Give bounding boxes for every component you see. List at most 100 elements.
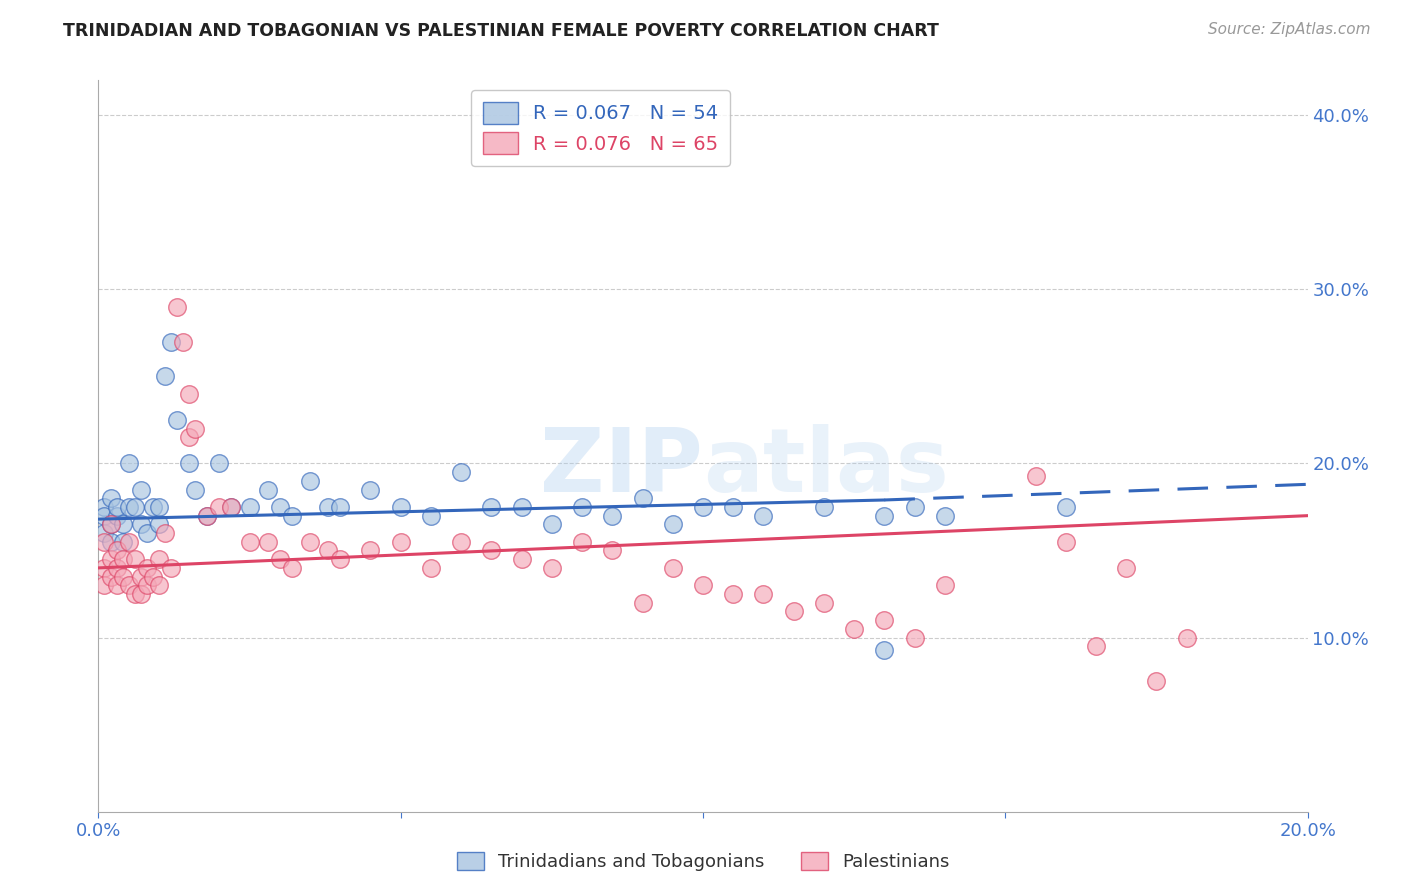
Point (118, 500, 141, 514)
Point (105, 578, 128, 592)
Point (135, 526, 157, 541)
Point (571, 534, 593, 549)
Point (281, 561, 304, 575)
Point (118, 457, 141, 471)
Point (813, 500, 835, 514)
Point (100, 517, 122, 532)
Point (100, 569, 122, 583)
Point (723, 500, 745, 514)
Point (142, 500, 165, 514)
Point (148, 552, 170, 566)
Point (105, 543, 128, 558)
Point (111, 517, 134, 532)
Point (299, 474, 322, 488)
Point (904, 500, 927, 514)
Point (93, 508, 115, 523)
Point (129, 569, 152, 583)
Point (510, 500, 533, 514)
Point (118, 534, 141, 549)
Text: TRINIDADIAN AND TOBAGONIAN VS PALESTINIAN FEMALE POVERTY CORRELATION CHART: TRINIDADIAN AND TOBAGONIAN VS PALESTINIA… (63, 22, 939, 40)
Point (934, 508, 956, 523)
Point (1085, 640, 1108, 654)
Point (160, 561, 183, 575)
Point (239, 500, 262, 514)
Point (420, 508, 443, 523)
Point (752, 508, 775, 523)
Point (316, 543, 339, 558)
Point (481, 543, 503, 558)
Point (299, 534, 322, 549)
Point (179, 457, 201, 471)
Point (360, 543, 382, 558)
Point (873, 642, 896, 657)
Point (166, 300, 188, 314)
Point (269, 552, 291, 566)
Point (631, 491, 654, 506)
Point (844, 622, 866, 636)
Point (389, 534, 412, 549)
Point (752, 587, 775, 601)
Point (316, 500, 339, 514)
Text: Source: ZipAtlas.com: Source: ZipAtlas.com (1208, 22, 1371, 37)
Point (389, 500, 412, 514)
Text: ZIP: ZIP (540, 425, 703, 511)
Legend: R = 0.067   N = 54, R = 0.076   N = 65: R = 0.067 N = 54, R = 0.076 N = 65 (471, 90, 730, 166)
Point (124, 500, 146, 514)
Point (129, 483, 152, 497)
Point (179, 430, 201, 444)
Point (510, 552, 533, 566)
Point (153, 369, 176, 384)
Point (93, 561, 115, 575)
Point (813, 596, 835, 610)
Point (100, 552, 122, 566)
Point (631, 596, 654, 610)
Point (329, 500, 352, 514)
Point (93, 500, 115, 514)
Point (1024, 468, 1046, 483)
Point (602, 543, 624, 558)
Point (360, 483, 382, 497)
Point (450, 534, 472, 549)
Point (256, 483, 278, 497)
Point (129, 517, 152, 532)
Point (148, 578, 170, 592)
Point (239, 534, 262, 549)
Point (420, 561, 443, 575)
Text: atlas: atlas (703, 425, 949, 511)
Point (135, 578, 157, 592)
Point (540, 561, 562, 575)
Point (100, 491, 122, 506)
Point (256, 534, 278, 549)
Point (195, 508, 218, 523)
Point (195, 508, 218, 523)
Point (179, 386, 201, 401)
Point (184, 483, 207, 497)
Point (93, 578, 115, 592)
Point (208, 457, 231, 471)
Point (208, 500, 231, 514)
Point (93, 526, 115, 541)
Point (153, 526, 176, 541)
Point (148, 500, 170, 514)
Point (873, 508, 896, 523)
Point (723, 587, 745, 601)
Point (105, 508, 128, 523)
Point (269, 500, 291, 514)
Point (172, 334, 194, 349)
Legend: Trinidadians and Tobagonians, Palestinians: Trinidadians and Tobagonians, Palestinia… (450, 845, 956, 879)
Point (111, 534, 134, 549)
Point (100, 534, 122, 549)
Point (105, 500, 128, 514)
Point (692, 578, 714, 592)
Point (100, 517, 122, 532)
Point (111, 569, 134, 583)
Point (221, 500, 243, 514)
Point (105, 561, 128, 575)
Point (124, 552, 146, 566)
Point (148, 517, 170, 532)
Point (1054, 534, 1077, 549)
Point (184, 421, 207, 435)
Point (692, 500, 714, 514)
Point (602, 508, 624, 523)
Point (481, 500, 503, 514)
